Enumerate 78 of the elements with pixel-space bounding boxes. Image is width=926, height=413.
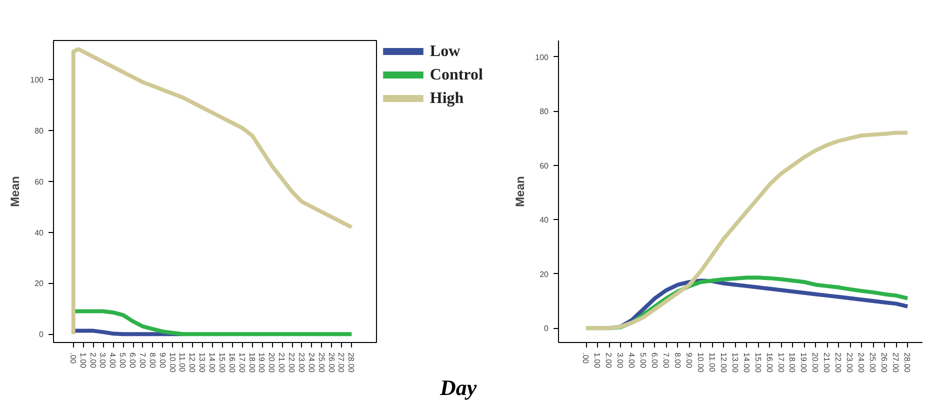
x-tick-label: 1.00 bbox=[592, 352, 602, 369]
y-tick-label: 60 bbox=[34, 177, 44, 186]
x-tick-label: 25.00 bbox=[868, 352, 878, 374]
y-tick-label: 100 bbox=[30, 76, 44, 85]
x-tick-label: 4.00 bbox=[108, 352, 118, 369]
x-tick-label: 11.00 bbox=[707, 352, 716, 372]
x-tick-label: 6.00 bbox=[128, 352, 138, 369]
x-axis-title: Day bbox=[440, 374, 477, 402]
x-tick-label: 8.00 bbox=[672, 352, 682, 369]
x-tick-label: 7.00 bbox=[661, 352, 670, 369]
x-tick-label: 5.00 bbox=[638, 352, 648, 369]
x-tick-label: 9.00 bbox=[684, 352, 694, 369]
x-tick-label: 21.00 bbox=[277, 352, 286, 374]
x-tick-label: 27.00 bbox=[891, 352, 900, 374]
x-tick-label: 2.00 bbox=[88, 352, 98, 369]
x-tick-label: 19.00 bbox=[257, 352, 266, 374]
x-tick-label: 16.00 bbox=[227, 352, 236, 374]
x-tick-label: 18.00 bbox=[788, 352, 797, 374]
x-tick-label: 26.00 bbox=[326, 352, 336, 374]
x-tick-label: 9.00 bbox=[158, 352, 167, 369]
x-tick-label: 26.00 bbox=[880, 352, 889, 374]
x-tick-label: 4.00 bbox=[626, 352, 636, 369]
x-tick-label: 17.00 bbox=[776, 352, 786, 374]
x-tick-label: 20.00 bbox=[810, 352, 820, 374]
y-tick-label: 40 bbox=[34, 228, 44, 238]
x-tick-label: 7.00 bbox=[138, 352, 147, 369]
x-tick-label: 3.00 bbox=[98, 352, 108, 369]
x-tick-label: .00 bbox=[68, 352, 78, 364]
x-tick-label: 23.00 bbox=[296, 352, 306, 374]
y-tick-label: 100 bbox=[535, 52, 550, 62]
x-tick-label: 14.00 bbox=[208, 352, 217, 374]
y-tick-label: 80 bbox=[34, 126, 44, 136]
x-tick-label: 22.00 bbox=[834, 352, 843, 374]
x-tick-label: 23.00 bbox=[845, 352, 854, 374]
x-tick-label: 25.00 bbox=[316, 352, 326, 374]
x-tick-label: 15.00 bbox=[217, 352, 226, 374]
line-series bbox=[584, 130, 910, 330]
x-tick-label: 18.00 bbox=[247, 352, 256, 374]
y-axis-title: Mean bbox=[8, 176, 22, 207]
x-tick-label: 21.00 bbox=[822, 352, 832, 374]
x-tick-label: 22.00 bbox=[287, 352, 296, 374]
y-tick-label: 60 bbox=[540, 161, 550, 170]
x-tick-label: 2.00 bbox=[604, 352, 614, 369]
legend-label: Low bbox=[430, 42, 461, 60]
x-tick-label: 19.00 bbox=[799, 352, 808, 374]
x-tick-label: 10.00 bbox=[168, 352, 177, 374]
y-tick-label: 80 bbox=[540, 107, 550, 116]
y-tick-label: 0 bbox=[39, 330, 44, 340]
y-tick-label: 20 bbox=[540, 270, 550, 279]
x-tick-label: 15.00 bbox=[753, 352, 762, 374]
x-tick-label: 1.00 bbox=[78, 352, 88, 369]
x-tick-label: 8.00 bbox=[148, 352, 157, 369]
x-tick-label: 6.00 bbox=[650, 352, 659, 369]
x-tick-label: 27.00 bbox=[336, 352, 346, 374]
x-tick-label: 12.00 bbox=[718, 352, 728, 374]
x-tick-label: 16.00 bbox=[764, 352, 774, 374]
y-tick-label: 0 bbox=[544, 324, 550, 334]
y-axis-title: Mean bbox=[513, 176, 528, 207]
line-series bbox=[71, 47, 354, 336]
x-tick-label: 17.00 bbox=[237, 352, 246, 374]
x-tick-label: 13.00 bbox=[730, 352, 740, 374]
x-tick-label: 11.00 bbox=[178, 352, 187, 372]
x-tick-label: 12.00 bbox=[188, 352, 197, 374]
y-tick-label: 20 bbox=[34, 279, 44, 288]
x-tick-label: 28.00 bbox=[346, 352, 356, 374]
x-tick-label: 14.00 bbox=[742, 352, 751, 374]
x-tick-label: 10.00 bbox=[696, 352, 705, 374]
x-tick-label: 28.00 bbox=[902, 352, 912, 374]
x-tick-label: 24.00 bbox=[306, 352, 316, 374]
legend-label: High bbox=[430, 90, 464, 108]
x-tick-label: 5.00 bbox=[118, 352, 128, 369]
x-tick-label: 24.00 bbox=[856, 352, 866, 374]
x-tick-label: .00 bbox=[581, 352, 590, 364]
legend-label: Control bbox=[430, 66, 484, 84]
y-tick-label: 40 bbox=[540, 216, 550, 225]
x-tick-label: 20.00 bbox=[267, 352, 276, 374]
x-tick-label: 3.00 bbox=[616, 352, 625, 369]
x-tick-label: 13.00 bbox=[198, 352, 207, 374]
